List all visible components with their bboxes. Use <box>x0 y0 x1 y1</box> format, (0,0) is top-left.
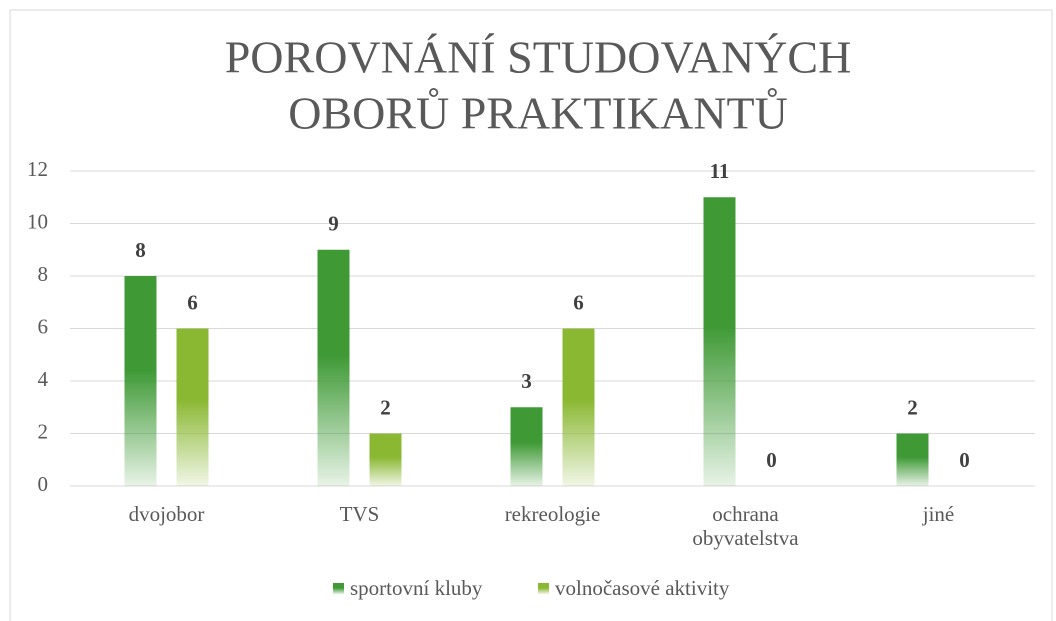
data-label: 8 <box>135 238 146 262</box>
bar <box>317 249 350 486</box>
bar <box>369 433 402 486</box>
chart-title: OBORŮ PRAKTIKANTŮ <box>288 87 788 139</box>
y-tick-label: 12 <box>27 157 48 181</box>
data-label: 2 <box>907 395 918 419</box>
bar <box>124 276 157 486</box>
y-tick-label: 2 <box>38 419 49 443</box>
y-tick-label: 0 <box>38 472 49 496</box>
bar <box>176 328 209 486</box>
legend-swatch <box>333 583 344 594</box>
data-label: 0 <box>959 448 970 472</box>
y-tick-label: 8 <box>38 262 49 286</box>
data-label: 11 <box>710 159 730 183</box>
y-tick-label: 10 <box>27 209 48 233</box>
x-tick-label: TVS <box>339 502 380 526</box>
bar <box>510 407 543 486</box>
legend-label: sportovní kluby <box>350 576 483 600</box>
chart-border <box>9 9 1053 621</box>
y-tick-label: 4 <box>38 367 49 391</box>
bar <box>562 328 595 486</box>
data-label: 6 <box>573 290 584 314</box>
bar <box>703 197 736 486</box>
x-tick-label: jiné <box>922 502 955 526</box>
legend-swatch <box>538 583 549 594</box>
data-label: 2 <box>380 395 391 419</box>
legend-label: volnočasové aktivity <box>555 576 730 600</box>
x-tick-label: ochrana obyvatelstva <box>692 502 799 550</box>
data-label: 9 <box>328 212 339 236</box>
data-label: 6 <box>187 290 198 314</box>
data-label: 0 <box>766 448 777 472</box>
chart-title: POROVNÁNÍ STUDOVANÝCH <box>225 32 852 83</box>
x-tick-label: rekreologie <box>504 502 601 526</box>
x-tick-label: dvojobor <box>128 502 205 526</box>
data-label: 3 <box>521 369 532 393</box>
y-tick-label: 6 <box>38 314 49 338</box>
bar <box>896 433 929 486</box>
